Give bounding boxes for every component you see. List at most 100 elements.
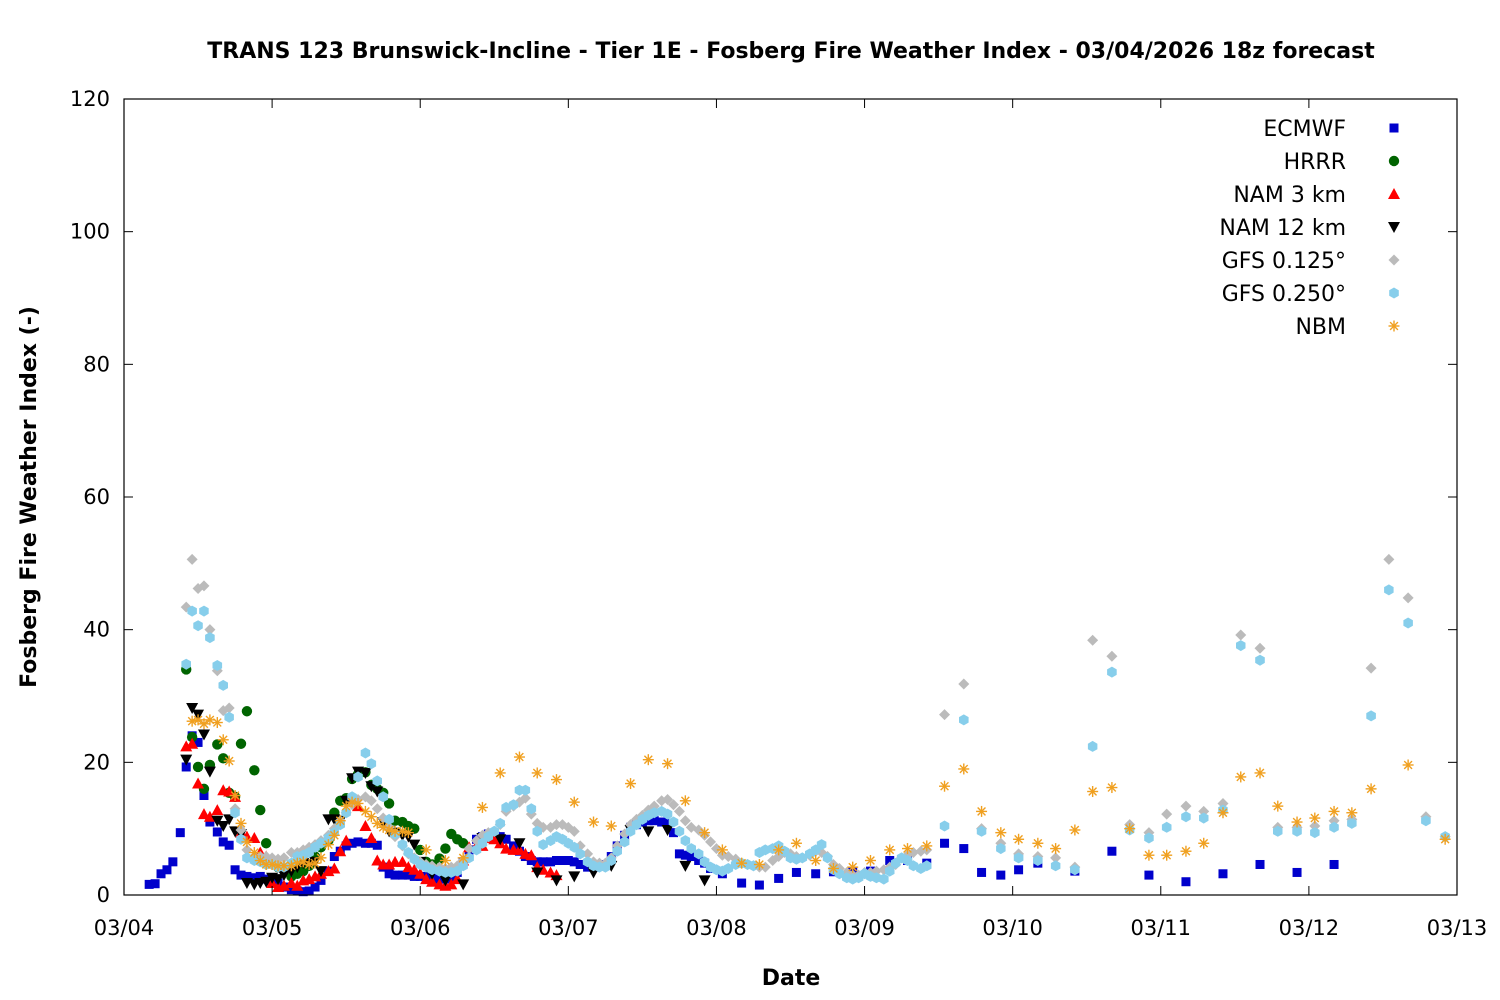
data-point (341, 841, 351, 851)
data-point (1161, 821, 1172, 833)
data-point (371, 786, 384, 798)
data-point (476, 801, 488, 813)
data-point (144, 879, 154, 889)
data-point (501, 801, 511, 813)
x-axis-label: Date (762, 966, 821, 991)
data-point (879, 873, 889, 885)
data-point (723, 863, 734, 874)
data-point (1329, 859, 1339, 869)
data-point (249, 873, 259, 883)
data-point (255, 804, 266, 816)
data-point (397, 839, 408, 851)
data-point (569, 841, 579, 853)
data-point (408, 863, 421, 875)
data-point (513, 838, 526, 850)
data-point (439, 855, 451, 867)
data-point (187, 605, 197, 617)
data-point (378, 791, 388, 803)
data-point (1235, 771, 1247, 783)
legend-marker (1388, 155, 1400, 167)
data-point (334, 845, 347, 857)
data-point (500, 842, 513, 854)
data-point (662, 758, 674, 770)
data-point (304, 886, 314, 896)
data-point (753, 858, 765, 870)
y-tick-label: 0 (97, 883, 110, 907)
data-point (551, 856, 561, 866)
data-point (229, 790, 241, 801)
data-point (1199, 812, 1209, 824)
data-point (538, 857, 548, 867)
data-point (1365, 662, 1377, 674)
data-point (1272, 800, 1284, 812)
y-tick-label: 40 (83, 618, 110, 642)
data-point (959, 714, 969, 726)
legend-marker (1388, 188, 1400, 199)
data-point (471, 844, 482, 856)
y-tick-label: 20 (83, 750, 110, 774)
legend-marker (1389, 123, 1399, 133)
data-point (563, 856, 573, 866)
legend-marker (1388, 320, 1400, 332)
data-point (241, 706, 253, 717)
data-point (310, 882, 320, 892)
data-point (939, 709, 951, 721)
data-point (864, 855, 876, 867)
data-point (679, 815, 691, 827)
data-point (1254, 642, 1266, 654)
data-point (1106, 782, 1118, 794)
data-point (408, 839, 421, 851)
data-point (383, 798, 395, 809)
legend-entry: NAM 3 km (1233, 183, 1400, 208)
data-point (353, 771, 363, 783)
data-point (1181, 811, 1191, 823)
data-point (588, 816, 600, 828)
data-point (661, 824, 674, 836)
data-point (1384, 584, 1394, 596)
data-point (996, 843, 1006, 855)
data-point (736, 857, 748, 869)
data-point (494, 834, 507, 846)
data-point (203, 810, 216, 822)
y-tick-label: 100 (70, 220, 110, 244)
data-point (224, 840, 234, 850)
data-point (995, 827, 1007, 839)
data-point (754, 880, 764, 890)
data-point (922, 860, 932, 872)
data-point (1143, 849, 1155, 861)
data-point (662, 808, 673, 820)
data-point (235, 824, 247, 836)
data-point (816, 839, 827, 851)
data-point (996, 870, 1006, 880)
data-point (217, 734, 229, 746)
data-point (1032, 837, 1044, 849)
data-marks (144, 553, 1451, 897)
data-point (1218, 869, 1228, 879)
data-point (673, 805, 685, 817)
data-point (680, 835, 691, 847)
data-point (402, 827, 414, 839)
data-point (365, 831, 378, 843)
data-point (1235, 629, 1247, 641)
data-point (211, 804, 224, 816)
data-point (1347, 817, 1357, 829)
data-point (531, 867, 544, 879)
data-point (366, 838, 376, 848)
data-point (186, 731, 198, 743)
data-point (680, 850, 690, 860)
data-point (1365, 783, 1377, 795)
data-point (286, 885, 296, 895)
y-axis-label: Fosberg Fire Weather Index (-) (17, 306, 42, 688)
data-point (1124, 823, 1136, 835)
data-point (150, 879, 160, 889)
data-point (181, 762, 191, 772)
data-point (797, 852, 808, 864)
x-tick-label: 03/08 (686, 916, 747, 940)
data-point (1070, 864, 1080, 876)
data-point (1255, 859, 1265, 869)
data-point (1013, 833, 1025, 845)
data-point (977, 867, 987, 877)
data-point (414, 867, 427, 879)
data-point (254, 855, 266, 867)
data-point (372, 775, 382, 787)
